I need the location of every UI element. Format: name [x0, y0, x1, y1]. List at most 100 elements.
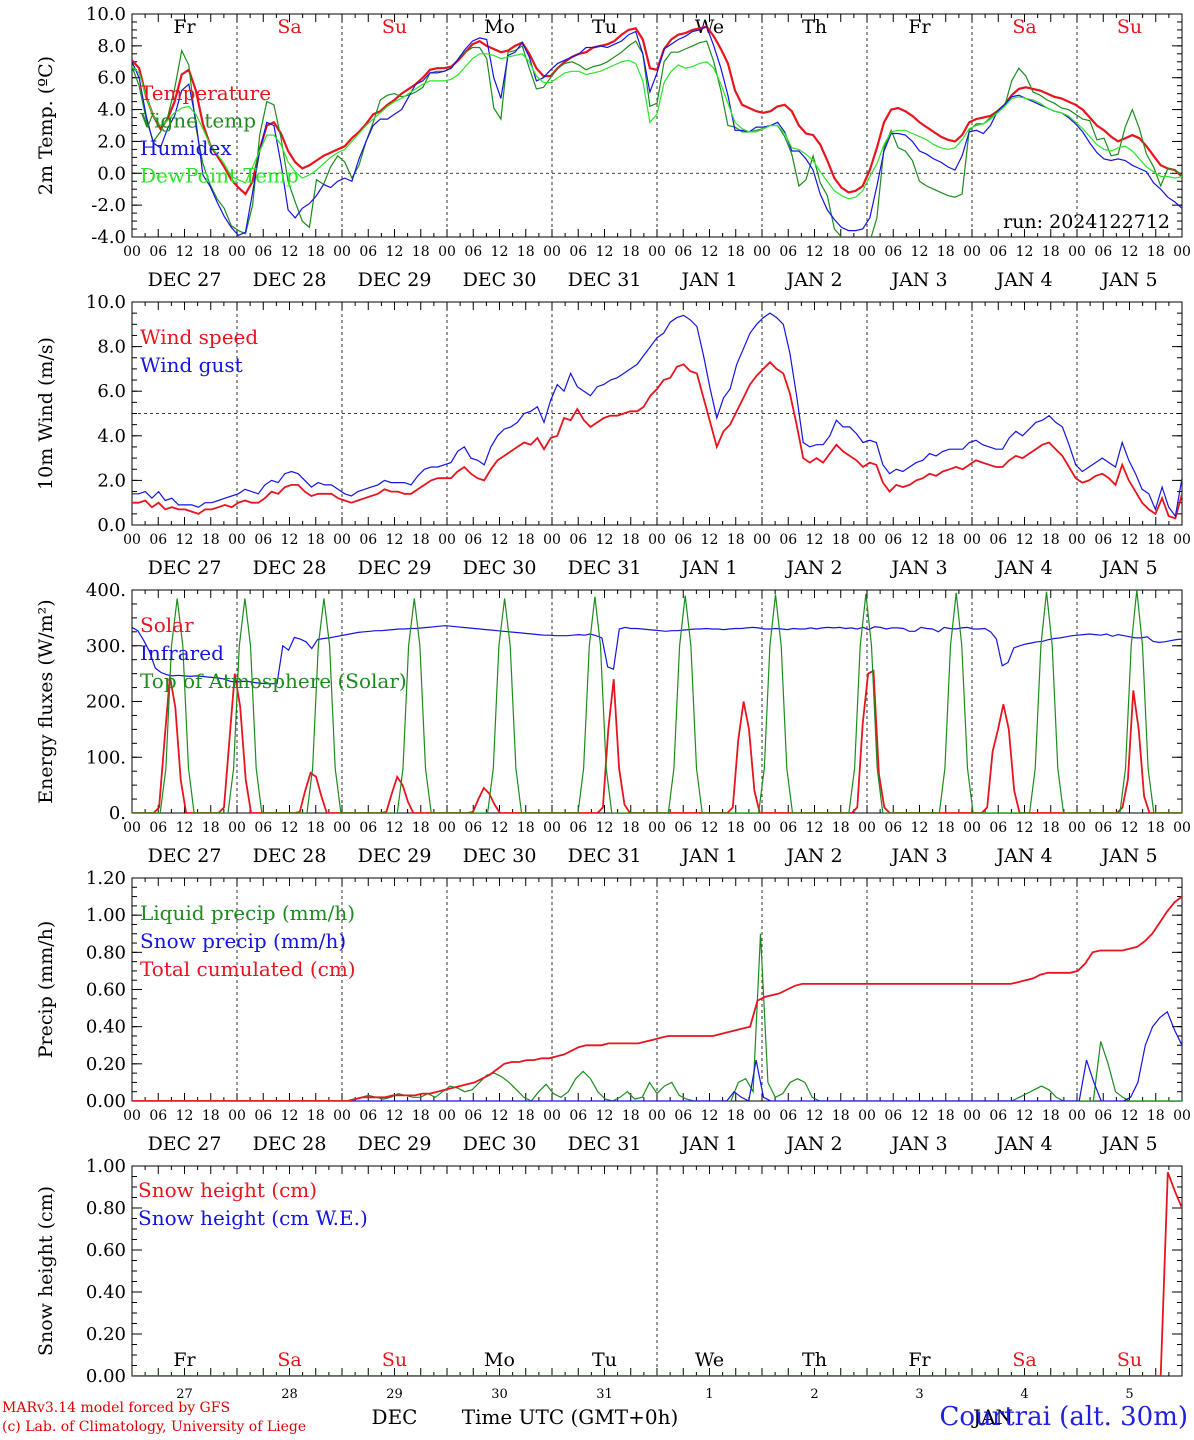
date-label: DEC 28 — [253, 557, 327, 579]
hour-tick-label: 06 — [569, 1108, 587, 1124]
weekday-label: Sa — [277, 1349, 301, 1371]
date-label: JAN 3 — [889, 557, 947, 579]
y-tick-label: 0.40 — [86, 1282, 126, 1303]
hour-tick-label: 18 — [202, 532, 220, 548]
date-label: DEC 31 — [568, 557, 642, 579]
hour-tick-label: 00 — [858, 1108, 876, 1124]
date-label: JAN 1 — [679, 1133, 737, 1155]
hour-tick-label: 06 — [464, 532, 482, 548]
hour-tick-label: 12 — [806, 532, 824, 548]
hour-tick-label: 06 — [359, 244, 377, 260]
weekday-label: Sa — [277, 16, 301, 38]
hour-tick-label: 06 — [674, 820, 692, 836]
day-number-label: 31 — [596, 1387, 613, 1402]
panel-5: 0.00 0.20 0.40 0.60 0.80 1.00 Snow height (cm)… — [35, 1156, 1183, 1429]
hour-tick-label: 06 — [1094, 1108, 1112, 1124]
hour-tick-label: 12 — [176, 820, 194, 836]
hour-tick-label: 18 — [307, 244, 325, 260]
hour-tick-label: 18 — [622, 532, 640, 548]
day-number-label: 30 — [491, 1387, 508, 1402]
date-label: DEC 31 — [568, 1133, 642, 1155]
hour-tick-label: 06 — [359, 1108, 377, 1124]
hour-tick-label: 00 — [753, 532, 771, 548]
series-snow-precip-mm-h — [132, 1010, 1182, 1101]
hour-tick-label: 18 — [412, 244, 430, 260]
hour-tick-label: 00 — [333, 244, 351, 260]
hour-tick-label: 00 — [1173, 532, 1191, 548]
legend-entry: Humidex — [140, 136, 232, 160]
hour-tick-label: 00 — [123, 244, 141, 260]
hour-tick-label: 12 — [1016, 244, 1034, 260]
day-number-label: 29 — [386, 1387, 403, 1402]
hour-tick-label: 00 — [228, 1108, 246, 1124]
hour-tick-label: 18 — [307, 532, 325, 548]
date-label: DEC 28 — [253, 1133, 327, 1155]
y-tick-label: 1.00 — [86, 905, 126, 926]
hour-tick-label: 06 — [254, 820, 272, 836]
date-label: JAN 4 — [994, 269, 1052, 291]
date-label: DEC 27 — [148, 1133, 222, 1155]
date-label: JAN 4 — [994, 557, 1052, 579]
day-number-label: 27 — [176, 1387, 193, 1402]
series-total-cumulated-cm — [132, 895, 1182, 1101]
date-label: JAN 5 — [1099, 845, 1157, 867]
hour-tick-label: 18 — [727, 820, 745, 836]
date-label: JAN 4 — [994, 1133, 1052, 1155]
hour-tick-label: 18 — [937, 244, 955, 260]
legend-entry: Solar — [140, 613, 194, 637]
hour-tick-label: 00 — [333, 532, 351, 548]
hour-tick-label: 00 — [963, 820, 981, 836]
legend-entry: Snow height (cm) — [138, 1178, 317, 1202]
hour-tick-label: 00 — [543, 1108, 561, 1124]
y-tick-label: 0.80 — [86, 942, 126, 963]
hour-tick-label: 18 — [832, 244, 850, 260]
series-vigne-temp — [132, 40, 1182, 237]
hour-tick-label: 18 — [727, 532, 745, 548]
date-label: JAN 4 — [994, 845, 1052, 867]
hour-tick-label: 18 — [1042, 532, 1060, 548]
hour-tick-label: 18 — [622, 820, 640, 836]
hour-tick-label: 18 — [727, 1108, 745, 1124]
hour-tick-label: 06 — [1094, 244, 1112, 260]
hour-tick-label: 12 — [491, 244, 509, 260]
hour-tick-label: 12 — [1121, 820, 1139, 836]
weekday-label: Mo — [484, 16, 515, 38]
hour-tick-label: 12 — [911, 820, 929, 836]
series-liquid-precip-mm-h — [132, 933, 1182, 1101]
hour-tick-label: 00 — [753, 820, 771, 836]
hour-tick-label: 06 — [779, 820, 797, 836]
hour-tick-label: 18 — [937, 532, 955, 548]
hour-tick-label: 18 — [622, 1108, 640, 1124]
day-number-label: 2 — [810, 1387, 818, 1402]
hour-tick-label: 12 — [1016, 532, 1034, 548]
y-tick-label: 0.0 — [97, 515, 126, 536]
weekday-label: Sa — [1012, 1349, 1036, 1371]
day-number-label: 4 — [1020, 1387, 1028, 1402]
y-axis-label: 2m Temp. (ºC) — [35, 56, 57, 195]
hour-tick-label: 00 — [123, 532, 141, 548]
date-label: JAN 5 — [1099, 1133, 1157, 1155]
hour-tick-label: 18 — [412, 1108, 430, 1124]
hour-tick-label: 00 — [963, 244, 981, 260]
hour-tick-label: 00 — [1173, 244, 1191, 260]
hour-tick-label: 12 — [596, 820, 614, 836]
y-tick-label: 0.80 — [86, 1198, 126, 1219]
y-tick-label: 100. — [86, 747, 126, 768]
weekday-label: Su — [1117, 1349, 1142, 1371]
panel-2: 0.0 2.0 4.0 6.0 8.0 10.0 10m Wind (m/s) 00 06 12 1… — [35, 292, 1191, 579]
hour-tick-label: 00 — [543, 820, 561, 836]
hour-tick-label: 00 — [648, 820, 666, 836]
hour-tick-label: 00 — [333, 820, 351, 836]
hour-tick-label: 18 — [412, 532, 430, 548]
hour-tick-label: 18 — [517, 532, 535, 548]
hour-tick-label: 00 — [438, 532, 456, 548]
y-tick-label: 8.0 — [97, 337, 126, 358]
hour-tick-label: 12 — [281, 244, 299, 260]
y-tick-label: 4.0 — [97, 100, 126, 121]
y-tick-label: 0. — [109, 803, 126, 824]
hour-tick-label: 18 — [517, 1108, 535, 1124]
legend-entry: Liquid precip (mm/h) — [140, 901, 355, 925]
hour-tick-label: 12 — [1121, 532, 1139, 548]
date-label: JAN 2 — [784, 557, 842, 579]
hour-tick-label: 12 — [596, 244, 614, 260]
